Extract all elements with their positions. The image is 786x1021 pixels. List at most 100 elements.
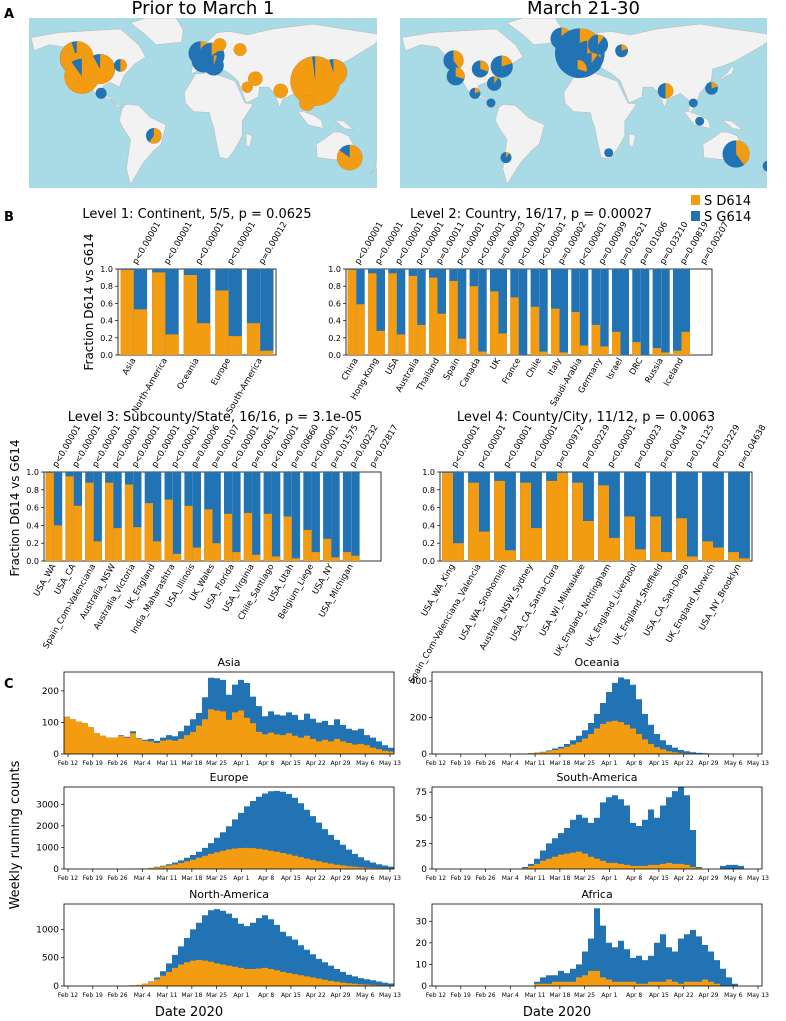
area-d614 (432, 851, 762, 869)
pie-slice-d614 (506, 152, 510, 158)
category-label: Italy (546, 357, 564, 378)
panel-b-ylabel-lower: Fraction D614 vs G614 (8, 439, 22, 576)
bar-d614 (702, 541, 713, 561)
bar-d614 (479, 531, 490, 561)
p-value-label: p=0.00012 (257, 220, 289, 266)
pie-bubble-middle-east (241, 81, 253, 93)
bar-d614 (453, 543, 464, 561)
y-tick-label: 0 (53, 865, 59, 875)
x-tick-label: Apr 8 (626, 760, 642, 767)
pie-slice-g614 (762, 160, 767, 172)
bar-d614 (713, 547, 724, 561)
pie-slice-d614 (336, 144, 363, 171)
pie-slice-d614 (494, 76, 499, 84)
bar-g614 (437, 269, 446, 355)
bar-g614 (396, 269, 406, 355)
bar-d614 (559, 352, 568, 355)
pie-slice-g614 (604, 148, 614, 158)
y-tick-label: 200 (410, 714, 427, 724)
bar-d614 (93, 541, 102, 561)
area-g614 (64, 909, 394, 986)
x-tick-label: Apr 22 (674, 992, 694, 999)
category-label: Israel (605, 357, 625, 382)
pie-bubble-northeast-us (114, 59, 127, 72)
pie-bubble-washington (443, 50, 464, 71)
pie-bubble-northeast-us (490, 55, 513, 78)
y-tick-label: 0.6 (26, 504, 39, 513)
category-label: Spain (442, 357, 463, 383)
bar-g614 (232, 472, 241, 561)
pie-slice-d614 (453, 50, 464, 69)
pie-slice-g614 (486, 98, 496, 108)
bar-d614 (624, 516, 635, 561)
pie-bubble-california (446, 67, 465, 86)
p-value-label: p<0.00001 (162, 220, 194, 266)
x-tick-label: May 6 (356, 760, 374, 767)
y-tick-label: 50 (416, 814, 428, 824)
x-tick-label: Apr 1 (233, 760, 249, 767)
pie-bubble-iran (248, 71, 263, 86)
pie-slice-d614 (736, 140, 750, 165)
map-bubbles (443, 27, 767, 172)
bar-d614 (510, 297, 519, 355)
bar-d614 (739, 558, 750, 561)
pie-slice-d614 (711, 82, 718, 89)
map-bubbles (59, 38, 363, 171)
bar-d614 (356, 304, 365, 355)
bar-d614 (478, 351, 487, 355)
category-label: China (340, 357, 361, 383)
bar-g614 (661, 472, 672, 561)
pie-slice-d614 (319, 59, 347, 87)
pie-bubble-scandinavia (587, 34, 609, 55)
pie-slice-d614 (501, 55, 513, 67)
bar-d614 (530, 306, 540, 355)
bar-g614 (93, 472, 102, 561)
bar-d614 (164, 499, 173, 561)
bar-d614 (120, 269, 134, 355)
bar-d614 (153, 541, 162, 561)
bar-d614 (531, 528, 542, 561)
x-axis-label: Date 2020 (523, 1005, 591, 1020)
bar-d614 (591, 324, 601, 355)
p-value-label: p<0.00001 (131, 220, 163, 266)
area-g614 (64, 790, 394, 869)
bar-d614 (105, 482, 114, 561)
bar-g614 (479, 472, 490, 561)
bar-chart-1: Level 1: Continent, 5/5, p = 0.0625 0.0 0.… (82, 207, 311, 416)
x-tick-label: Mar 11 (525, 875, 546, 882)
pie-slice-d614 (621, 44, 628, 51)
y-tick-label: 400 (410, 677, 427, 687)
bar-d614 (252, 554, 261, 561)
bar-d614 (184, 505, 193, 561)
pie-bubble-new-zealand (762, 160, 767, 172)
area-d614 (432, 970, 762, 986)
x-tick-label: Apr 15 (281, 992, 301, 999)
bar-d614 (323, 538, 332, 562)
x-tick-label: May 13 (379, 992, 401, 999)
legend-swatch-g614 (691, 211, 700, 221)
x-tick-label: Apr 8 (258, 760, 274, 767)
bar-g614 (600, 269, 609, 355)
bar-d614 (152, 272, 166, 355)
bar-g614 (53, 472, 63, 561)
plot-frame (63, 786, 395, 870)
x-tick-label: May 6 (724, 760, 742, 767)
x-tick-label: Apr 8 (626, 875, 642, 882)
x-tick-label: Feb 12 (426, 875, 446, 882)
landmass-2 (118, 103, 167, 186)
bar-d614 (183, 275, 197, 355)
pie-bubble-chile (500, 152, 512, 164)
pie-bubble-australia (336, 144, 363, 171)
bar-g614 (113, 472, 122, 561)
bar-d614 (133, 527, 142, 561)
x-tick-label: Apr 8 (258, 992, 274, 999)
bar-d614 (45, 472, 54, 561)
bar-g614 (687, 472, 698, 561)
chart-title: Europe (210, 771, 249, 784)
y-tick-label: 1000 (36, 925, 59, 935)
category-label: Oceania (176, 357, 202, 392)
category-label: UK_England_Norwich (664, 563, 717, 645)
y-tick-label: 0.8 (328, 282, 341, 291)
bar-d614 (632, 342, 641, 355)
chart-title: Oceania (575, 656, 620, 669)
